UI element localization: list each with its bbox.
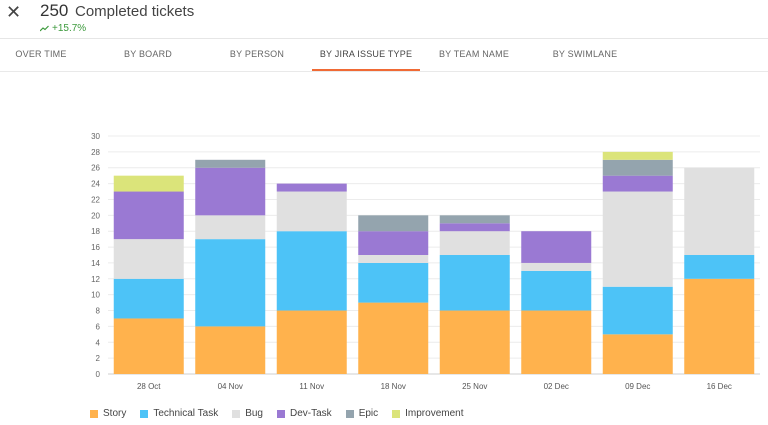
tab-over-time[interactable]: OVER TIME: [15, 49, 67, 59]
bar-segment-story[interactable]: [602, 334, 673, 374]
y-tick-label: 18: [91, 227, 100, 236]
bar-segment-epic[interactable]: [195, 159, 266, 168]
tab-by-person[interactable]: BY PERSON: [229, 49, 285, 59]
legend-item-bug[interactable]: Bug: [232, 408, 263, 419]
bar-segment-story[interactable]: [521, 310, 592, 374]
legend-label: Bug: [245, 408, 263, 419]
tab-bar: OVER TIME BY BOARD BY PERSON BY JIRA ISS…: [0, 38, 768, 72]
legend-swatch: [90, 409, 98, 418]
bar-segment-epic[interactable]: [358, 215, 429, 232]
close-icon[interactable]: ✕: [6, 2, 22, 22]
legend-swatch: [392, 409, 401, 418]
bar-segment-story[interactable]: [439, 310, 510, 374]
bar-segment-bug[interactable]: [113, 239, 184, 279]
bar-segment-technical-task[interactable]: [113, 278, 184, 319]
tab-by-board[interactable]: BY BOARD: [124, 49, 172, 59]
y-tick-label: 2: [96, 354, 101, 363]
legend-item-improvement[interactable]: Improvement: [392, 408, 464, 419]
bar-segment-dev-task[interactable]: [195, 167, 266, 216]
bar-segment-story[interactable]: [195, 326, 266, 374]
y-tick-label: 0: [96, 370, 101, 379]
y-tick-label: 26: [91, 164, 100, 173]
y-tick-label: 28: [91, 148, 100, 157]
chart-legend: Story Technical Task Bug Dev-Task Epic Improv…: [90, 408, 464, 419]
x-tick-label: 09 Dec: [625, 382, 650, 391]
y-tick-label: 14: [91, 259, 100, 268]
x-tick-label: 02 Dec: [544, 382, 569, 391]
bar-segment-improvement[interactable]: [602, 151, 673, 160]
bar-segment-bug[interactable]: [602, 191, 673, 287]
y-tick-label: 30: [91, 132, 100, 141]
bar-segment-technical-task[interactable]: [358, 262, 429, 303]
legend-label: Improvement: [405, 408, 464, 419]
bar-segment-dev-task[interactable]: [276, 183, 347, 192]
bar-segment-dev-task[interactable]: [358, 231, 429, 255]
bar-segment-dev-task[interactable]: [521, 231, 592, 263]
legend-label: Technical Task: [153, 408, 219, 419]
bar-segment-bug[interactable]: [684, 167, 755, 255]
bar-segment-technical-task[interactable]: [439, 255, 510, 311]
bar-segment-bug[interactable]: [276, 191, 347, 232]
x-tick-label: 16 Dec: [707, 382, 732, 391]
x-tick-label: 18 Nov: [381, 382, 406, 391]
bar-segment-bug[interactable]: [195, 215, 266, 240]
y-tick-label: 20: [91, 211, 100, 220]
x-tick-label: 25 Nov: [462, 382, 487, 391]
bar-segment-epic[interactable]: [439, 215, 510, 224]
change-percentage: +15.7%: [52, 23, 87, 34]
y-tick-label: 8: [96, 307, 101, 316]
y-tick-label: 16: [91, 243, 100, 252]
legend-label: Story: [103, 408, 127, 419]
change-indicator: +15.7%: [40, 23, 86, 34]
legend-item-technical-task[interactable]: Technical Task: [140, 408, 218, 419]
trend-up-icon: [40, 25, 49, 32]
tab-by-jira-issue-type[interactable]: BY JIRA ISSUE TYPE: [312, 39, 420, 71]
x-tick-label: 04 Nov: [218, 382, 243, 391]
legend-swatch: [232, 409, 241, 418]
bar-segment-bug[interactable]: [439, 231, 510, 255]
tab-by-swimlane[interactable]: BY SWIMLANE: [552, 49, 618, 59]
y-tick-label: 12: [91, 275, 100, 284]
bar-segment-technical-task[interactable]: [195, 239, 266, 327]
bar-segment-story[interactable]: [276, 310, 347, 374]
x-tick-label: 28 Oct: [137, 382, 161, 391]
y-tick-label: 10: [91, 291, 100, 300]
legend-item-dev-task[interactable]: Dev-Task: [277, 408, 332, 419]
legend-swatch: [277, 409, 285, 418]
bar-segment-technical-task[interactable]: [276, 231, 347, 311]
bar-segment-bug[interactable]: [521, 262, 592, 271]
bar-segment-improvement[interactable]: [113, 175, 184, 192]
bar-segment-epic[interactable]: [602, 159, 673, 176]
bar-segment-technical-task[interactable]: [684, 255, 755, 279]
y-tick-label: 24: [91, 180, 100, 189]
bar-segment-dev-task[interactable]: [602, 175, 673, 192]
y-tick-label: 22: [91, 195, 100, 204]
page-title: Completed tickets: [75, 3, 195, 20]
bar-segment-story[interactable]: [113, 318, 184, 374]
legend-swatch: [140, 409, 149, 418]
legend-item-story[interactable]: Story: [90, 408, 126, 419]
bar-segment-technical-task[interactable]: [602, 286, 673, 335]
bar-segment-dev-task[interactable]: [113, 191, 184, 240]
bar-segment-story[interactable]: [358, 302, 429, 374]
legend-swatch: [345, 409, 354, 418]
tab-by-team-name[interactable]: BY TEAM NAME: [438, 49, 510, 59]
bar-segment-story[interactable]: [684, 278, 755, 374]
y-tick-label: 4: [96, 338, 101, 347]
legend-item-epic[interactable]: Epic: [345, 408, 379, 419]
ticket-count: 250: [40, 1, 69, 20]
x-tick-label: 11 Nov: [299, 382, 324, 391]
bar-segment-technical-task[interactable]: [521, 270, 592, 311]
y-tick-label: 6: [96, 322, 101, 331]
bar-segment-dev-task[interactable]: [439, 223, 510, 232]
legend-label: Epic: [358, 408, 379, 419]
bar-segment-bug[interactable]: [358, 255, 429, 263]
legend-label: Dev-Task: [290, 408, 332, 419]
